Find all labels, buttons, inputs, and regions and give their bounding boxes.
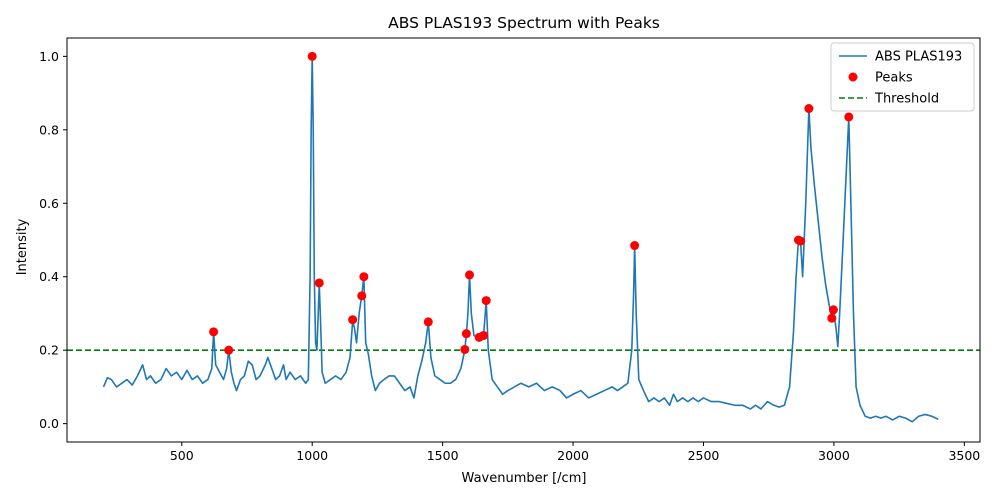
peak-marker [804,104,814,114]
x-tick-label: 3500 [948,448,980,463]
peak-marker [348,315,358,325]
x-tick-label: 2000 [557,448,589,463]
peak-marker [828,305,838,315]
peak-marker [465,270,475,280]
peak-marker [423,317,433,327]
y-tick-label: 1.0 [39,49,59,64]
peak-marker [479,330,489,340]
x-tick-label: 1000 [296,448,328,463]
y-axis-label: Intensity [15,218,30,275]
legend: ABS PLAS193 Peaks Threshold [830,42,975,112]
x-tick-label: 1500 [427,448,459,463]
peak-marker [796,236,806,246]
y-tick-label: 0.4 [39,269,59,284]
legend-box [830,42,975,112]
y-axis: 0.0 0.2 0.4 0.6 0.8 1.0 [39,49,67,431]
plot-area [67,51,980,423]
x-axis-label: Wavenumber [/cm] [462,471,587,486]
y-tick-label: 0.8 [39,122,59,137]
axes-frame [66,37,981,443]
legend-label: Peaks [875,71,913,86]
spectrum-line [102,55,939,423]
peak-marker [209,327,219,337]
peak-marker [359,272,369,282]
x-tick-label: 500 [170,448,194,463]
chart-title: ABS PLAS193 Spectrum with Peaks [388,14,660,32]
peak-marker [827,313,837,323]
y-tick-label: 0.0 [39,416,59,431]
peak-marker [461,329,471,339]
legend-label: ABS PLAS193 [875,50,962,65]
x-tick-label: 3000 [818,448,850,463]
peak-marker [481,296,491,306]
peak-marker [460,344,470,354]
peak-marker [357,291,367,301]
legend-swatch-peaks [848,72,858,82]
y-tick-label: 0.6 [39,196,59,211]
legend-label: Threshold [874,92,939,107]
y-tick-label: 0.2 [39,343,59,358]
peak-marker [844,112,854,122]
peak-marker [224,345,234,355]
peak-marker [307,51,317,61]
peak-marker [630,241,640,251]
x-axis: 500 1000 1500 2000 2500 3000 3500 [170,442,980,463]
x-tick-label: 2500 [688,448,720,463]
peak-marker [314,278,324,288]
